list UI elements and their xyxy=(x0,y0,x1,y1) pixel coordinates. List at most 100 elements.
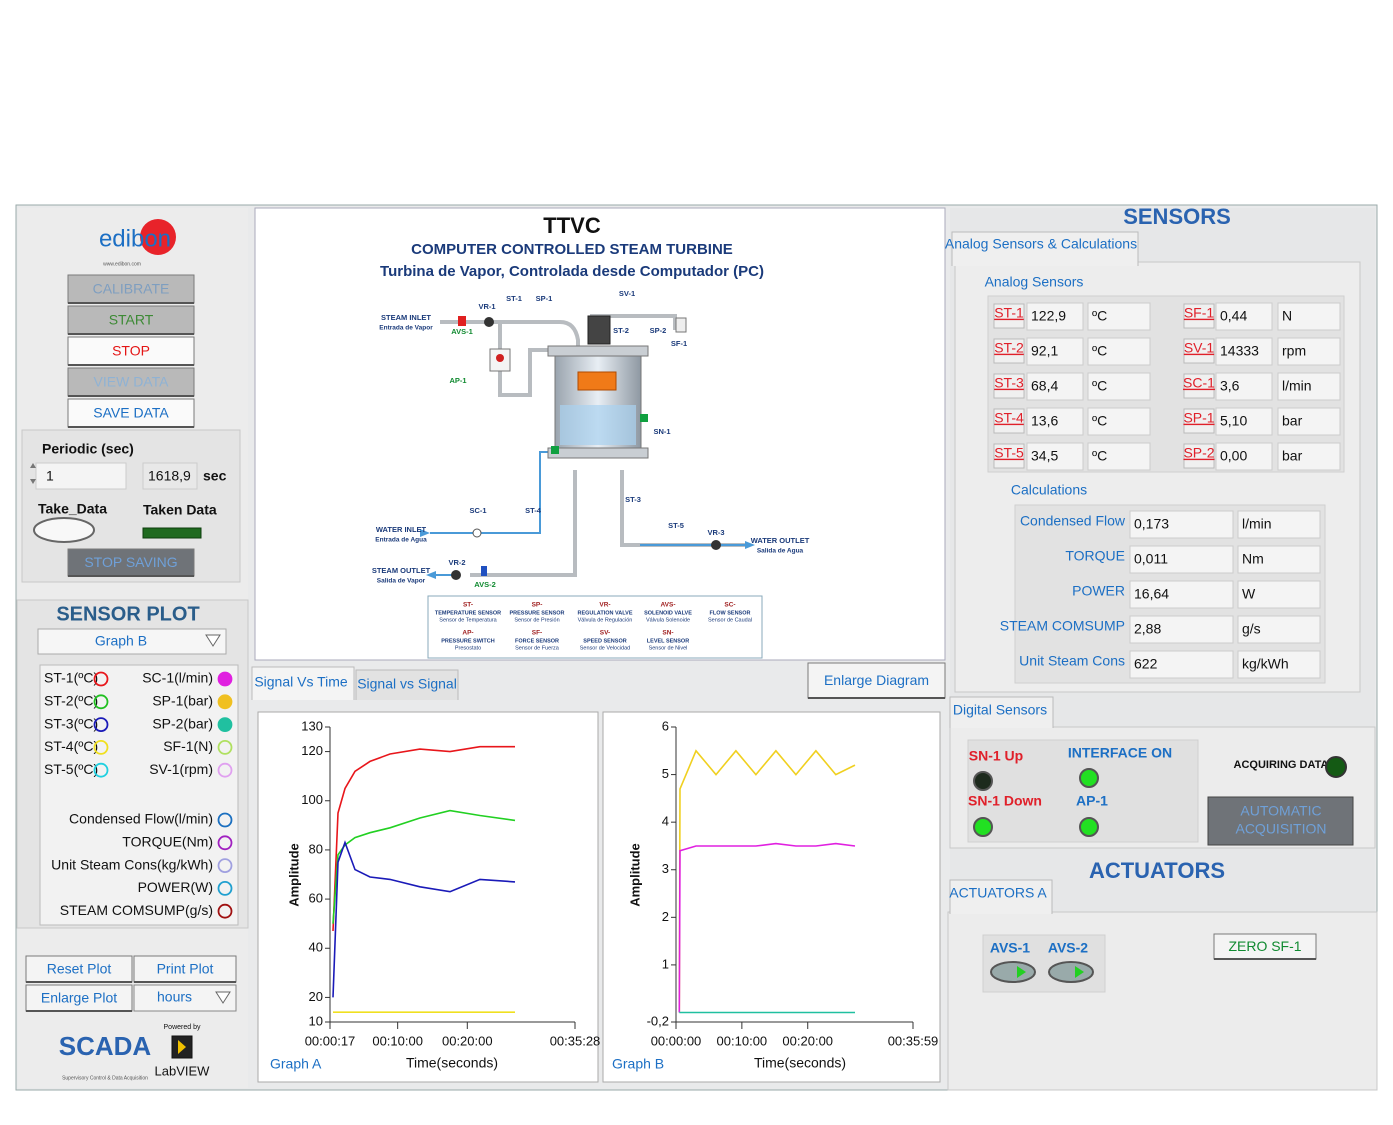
diagram-label: SC-1 xyxy=(469,506,486,515)
tab[interactable] xyxy=(251,666,355,700)
sensor-label-box xyxy=(1183,303,1215,329)
plot-item: POWER(W) xyxy=(138,879,213,895)
plot-item: Unit Steam Cons(kg/kWh) xyxy=(51,856,213,872)
button[interactable] xyxy=(1213,933,1317,960)
legend-code: SF- xyxy=(532,630,542,637)
series-line xyxy=(332,745,515,932)
calc-unit: Nm xyxy=(1242,551,1264,567)
tab[interactable] xyxy=(951,231,1139,266)
plot-toggle[interactable] xyxy=(93,740,109,755)
plot-toggle[interactable] xyxy=(217,740,233,755)
input-value: 1 xyxy=(46,468,54,484)
tab-label: ACTUATORS A xyxy=(949,885,1047,901)
tab[interactable] xyxy=(355,669,459,700)
plot-toggle[interactable] xyxy=(217,671,233,687)
led xyxy=(973,817,993,837)
led xyxy=(1079,817,1099,837)
plot-toggle[interactable] xyxy=(217,835,233,851)
unit-box xyxy=(1277,442,1341,471)
legend-code: SV- xyxy=(600,630,610,637)
button[interactable] xyxy=(67,305,195,335)
legend-code: VR- xyxy=(599,602,610,609)
calc-name: STEAM COMSUMP xyxy=(1000,618,1125,634)
x-tick-label: 00:10:00 xyxy=(717,1033,768,1048)
legend-code: ST- xyxy=(463,602,473,609)
logo: edibon xyxy=(99,225,171,252)
plot-toggle[interactable] xyxy=(217,903,233,919)
plot-toggle[interactable] xyxy=(217,717,233,732)
graph-title: Graph B xyxy=(612,1056,664,1072)
plot-toggle[interactable] xyxy=(93,671,109,687)
value-box xyxy=(1129,545,1234,574)
diagram-label: STEAM INLET xyxy=(381,313,431,322)
button-label: STOP xyxy=(112,343,150,359)
calc-name: Condensed Flow xyxy=(1020,513,1126,529)
plot-toggle[interactable] xyxy=(217,812,233,828)
unit-box xyxy=(1087,372,1151,401)
plot-toggle[interactable] xyxy=(93,762,109,778)
spinner[interactable] xyxy=(30,463,36,484)
value-box xyxy=(1215,442,1273,471)
digital-name: INTERFACE ON xyxy=(1068,745,1172,761)
plot-toggle[interactable] xyxy=(217,694,233,710)
dropdown[interactable] xyxy=(37,628,227,655)
scada-logo: SCADA xyxy=(59,1031,152,1061)
legend-name: TEMPERATURE SENSOR xyxy=(435,610,501,616)
plot-toggle[interactable] xyxy=(217,881,233,896)
plot-toggle[interactable] xyxy=(217,858,233,873)
unit: sec xyxy=(203,468,227,484)
dropdown[interactable] xyxy=(133,984,237,1012)
sensor-value: 34,5 xyxy=(1031,448,1058,464)
sensor-unit: rpm xyxy=(1282,343,1306,359)
sensor-name: SP-1 xyxy=(1183,410,1214,426)
sensor-label-box xyxy=(1183,373,1215,399)
unit-box xyxy=(1237,510,1321,539)
series-line xyxy=(332,809,516,924)
panel-title: SENSOR PLOT xyxy=(56,603,199,625)
sensor-name: ST-4 xyxy=(994,410,1024,426)
button[interactable] xyxy=(67,398,195,428)
legend-name-es: Sensor de Nivel xyxy=(649,645,688,651)
legend-name-es: Sensor de Velocidad xyxy=(580,645,630,651)
valve-toggle-indicator xyxy=(1075,966,1084,978)
tab[interactable] xyxy=(949,696,1054,728)
sensor-label-box xyxy=(993,443,1025,469)
button-label: Print Plot xyxy=(157,961,214,977)
diagram-subtitle: COMPUTER CONTROLLED STEAM TURBINE xyxy=(411,241,733,258)
y-tick-label: 120 xyxy=(301,743,323,758)
plot-toggle[interactable] xyxy=(217,762,233,778)
value-box xyxy=(1026,302,1084,331)
sensor-unit: ºC xyxy=(1092,378,1107,394)
input[interactable] xyxy=(35,462,127,490)
valve-toggle[interactable] xyxy=(1048,961,1094,983)
y-tick-label: -0,2 xyxy=(647,1013,669,1028)
plot-toggle[interactable] xyxy=(93,694,109,710)
valve-toggle[interactable] xyxy=(990,961,1036,983)
button[interactable] xyxy=(67,274,195,304)
sensor-value: 13,6 xyxy=(1031,413,1058,429)
tab[interactable] xyxy=(949,879,1053,914)
dropdown-arrow[interactable] xyxy=(215,991,231,1004)
diagram-label: Entrada de Agua xyxy=(375,537,427,544)
tab-label: Signal Vs Time xyxy=(254,674,348,690)
plot-toggle[interactable] xyxy=(93,717,109,732)
sensor-unit: ºC xyxy=(1092,308,1107,324)
auto-acquisition-button[interactable] xyxy=(1207,796,1354,846)
plot-item: TORQUE(Nm) xyxy=(122,834,213,850)
button[interactable] xyxy=(67,548,195,577)
legend-name-es: Sensor de Fuerza xyxy=(515,645,560,651)
diagram-label: WATER OUTLET xyxy=(751,536,810,545)
plot-item: SP-2(bar) xyxy=(152,715,213,731)
button[interactable] xyxy=(67,336,195,366)
dropdown-arrow[interactable] xyxy=(205,634,221,647)
diagram-legend xyxy=(427,595,763,659)
x-tick-label: 00:10:00 xyxy=(372,1033,423,1048)
legend-name-es: Sensor de Temperatura xyxy=(439,617,497,623)
sensor-list xyxy=(39,664,239,926)
legend-name: LEVEL SENSOR xyxy=(647,638,689,644)
button[interactable] xyxy=(25,984,133,1012)
take-data-switch[interactable] xyxy=(33,517,95,543)
calc-value: 16,64 xyxy=(1134,586,1169,602)
legend-name: SPEED SENSOR xyxy=(583,638,626,644)
x-tick-label: 00:20:00 xyxy=(442,1033,493,1048)
